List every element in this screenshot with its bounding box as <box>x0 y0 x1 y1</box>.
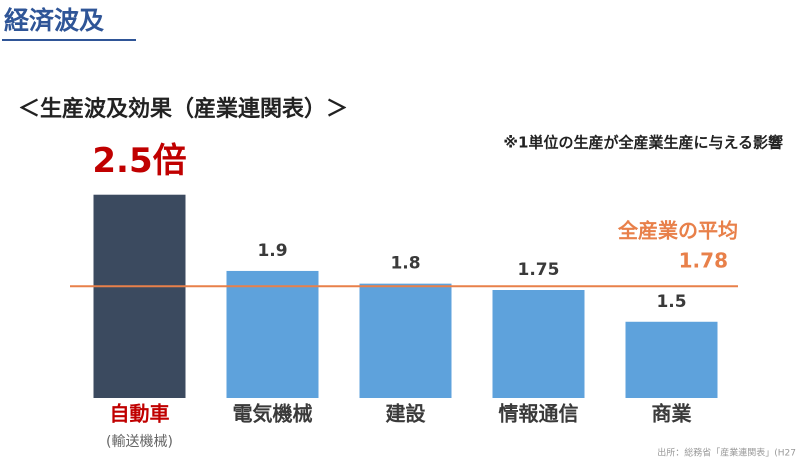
average-label: 全産業の平均 <box>617 219 738 243</box>
value-label: 2.5倍 <box>92 141 186 181</box>
bar <box>492 290 585 398</box>
source: 出所：総務省「産業連関表」(H27 <box>657 447 796 459</box>
category-note: (輸送機械) <box>106 434 173 450</box>
x-tick-label: 自動車 <box>110 402 170 426</box>
x-tick-label: 電気機械 <box>233 402 313 426</box>
chart-note: ※1単位の生産が全産業生産に与える影響 <box>503 134 783 152</box>
bar <box>226 270 319 398</box>
value-label: 1.9 <box>257 241 287 261</box>
value-label: 1.5 <box>656 292 686 312</box>
bar <box>625 321 718 398</box>
average-value: 1.78 <box>679 249 728 273</box>
chart-title: ＜生産波及効果（産業連関表）＞ <box>18 96 348 122</box>
bar <box>93 194 186 398</box>
value-label: 1.75 <box>518 260 560 280</box>
bar <box>359 283 452 398</box>
x-tick-label: 建設 <box>386 402 427 426</box>
x-tick-label: 商業 <box>652 402 693 426</box>
page-title: 経済波及 <box>4 6 104 35</box>
value-label: 1.8 <box>390 254 420 274</box>
x-tick-label: 情報通信 <box>499 402 579 426</box>
